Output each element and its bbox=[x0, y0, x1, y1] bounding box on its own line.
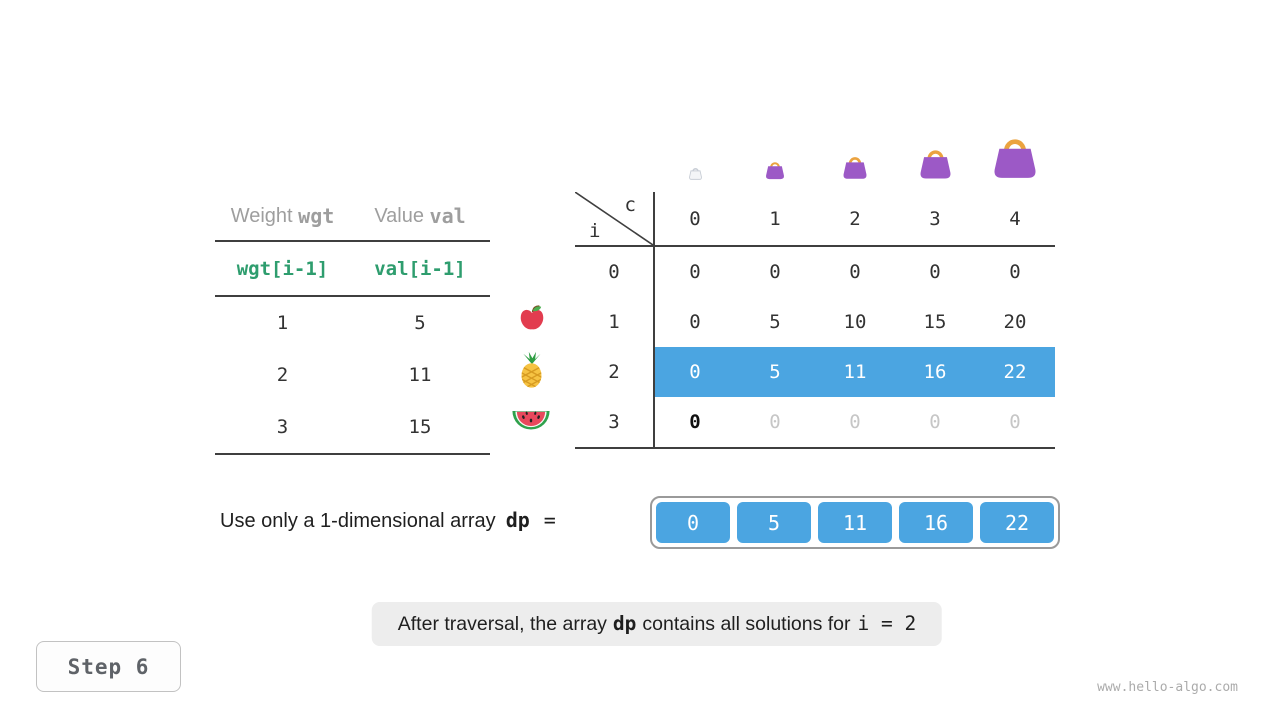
value-header: Value val bbox=[350, 192, 490, 240]
bag-empty-icon bbox=[655, 118, 735, 180]
item-row-2: 2 11 bbox=[215, 349, 490, 401]
watermark: www.hello-algo.com bbox=[1097, 680, 1238, 695]
dp-array-cell: 22 bbox=[980, 502, 1054, 543]
dp-cell: 10 bbox=[843, 311, 867, 333]
dp-array-cell: 5 bbox=[737, 502, 811, 543]
pineapple-icon bbox=[515, 351, 548, 394]
dp-row-0: 0 0 0 0 0 0 bbox=[575, 247, 1055, 297]
row-label: 1 bbox=[575, 297, 655, 347]
item-value: 11 bbox=[408, 364, 432, 386]
weight-header: Weight wgt bbox=[215, 192, 350, 240]
dp-code-label: dp bbox=[505, 508, 530, 532]
bag-size-3-icon bbox=[895, 118, 975, 180]
capacity-bags-row bbox=[655, 118, 1055, 180]
dp-cell: 0 bbox=[929, 261, 941, 283]
weight-value-header-row: Weight wgt Value val bbox=[215, 192, 490, 242]
item-row-1: 1 5 bbox=[215, 297, 490, 349]
dp-cell: 5 bbox=[769, 311, 781, 333]
dp-cell: 0 bbox=[689, 261, 701, 283]
dp-array-cell: 16 bbox=[899, 502, 973, 543]
dp-cell: 0 bbox=[1009, 411, 1021, 433]
dp-cell: 11 bbox=[843, 361, 867, 383]
value-label: Value bbox=[374, 204, 424, 227]
weight-value-table: Weight wgt Value val wgt[i-1] val[i-1] 1… bbox=[215, 192, 490, 455]
caption-text-1: After traversal, the array bbox=[397, 613, 607, 635]
bag-size-4-icon bbox=[975, 118, 1055, 180]
dp-cell: 0 bbox=[689, 411, 701, 433]
dp-cell: 0 bbox=[689, 311, 701, 333]
diagonal-divider bbox=[575, 192, 653, 245]
caption-i-code: i = 2 bbox=[857, 612, 917, 635]
corner-cell: c i bbox=[575, 192, 655, 245]
row-label: 2 bbox=[575, 347, 655, 397]
dp-array-label: Use only a 1-dimensional array dp = bbox=[220, 508, 556, 533]
wgt-formula: wgt[i-1] bbox=[236, 257, 329, 280]
col-header-0: 0 bbox=[689, 207, 701, 230]
dp-cell: 0 bbox=[849, 261, 861, 283]
col-header-4: 4 bbox=[1009, 207, 1021, 230]
equals-sign: = bbox=[543, 508, 556, 532]
weight-code-label: wgt bbox=[298, 204, 335, 228]
watermelon-icon bbox=[511, 408, 551, 438]
dp-row-2-highlighted: 2 0 5 11 16 22 bbox=[575, 347, 1055, 397]
dp-cell: 5 bbox=[769, 361, 781, 383]
item-value: 15 bbox=[408, 416, 432, 438]
caption-text-2: contains all solutions for bbox=[642, 613, 851, 635]
step-label: Step 6 bbox=[67, 654, 150, 679]
caption-banner: After traversal, the array dp contains all… bbox=[371, 602, 943, 646]
item-weight: 1 bbox=[276, 312, 289, 334]
weight-label: Weight bbox=[230, 204, 293, 227]
item-value: 5 bbox=[414, 312, 426, 334]
bag-size-1-icon bbox=[735, 118, 815, 180]
step-badge: Step 6 bbox=[36, 641, 181, 692]
row-axis-label: i bbox=[589, 220, 601, 242]
dp-cell: 0 bbox=[849, 411, 861, 433]
row-label: 3 bbox=[575, 397, 655, 447]
dp-cell: 0 bbox=[769, 411, 781, 433]
dp-array-cell: 0 bbox=[656, 502, 730, 543]
highlighted-row-band: 0 5 11 16 22 bbox=[655, 347, 1055, 397]
column-axis-label: c bbox=[624, 194, 636, 216]
formula-row: wgt[i-1] val[i-1] bbox=[215, 242, 490, 297]
col-header-1: 1 bbox=[769, 207, 781, 230]
dp-cell: 0 bbox=[769, 261, 781, 283]
dp-cell: 16 bbox=[923, 361, 947, 383]
bag-size-2-icon bbox=[815, 118, 895, 180]
dp-row-1: 1 0 5 10 15 20 bbox=[575, 297, 1055, 347]
dp-cell: 22 bbox=[1003, 361, 1027, 383]
dp-array-cell: 11 bbox=[818, 502, 892, 543]
dp-cell: 20 bbox=[1003, 311, 1027, 333]
dp-array-container: 0 5 11 16 22 bbox=[650, 496, 1060, 549]
item-weight: 2 bbox=[276, 364, 289, 386]
col-header-3: 3 bbox=[929, 207, 941, 230]
row-label: 0 bbox=[575, 247, 655, 297]
dp-array-label-text: Use only a 1-dimensional array bbox=[220, 510, 496, 532]
col-header-2: 2 bbox=[849, 207, 861, 230]
val-formula: val[i-1] bbox=[374, 257, 466, 280]
item-weight: 3 bbox=[276, 416, 289, 438]
value-code-label: val bbox=[429, 204, 466, 228]
apple-icon bbox=[517, 303, 547, 338]
dp-cell: 0 bbox=[929, 411, 941, 433]
dp-header-row: c i 0 1 2 3 4 bbox=[575, 192, 1055, 247]
dp-cell: 0 bbox=[1009, 261, 1021, 283]
dp-column-headers: 0 1 2 3 4 bbox=[655, 192, 1055, 245]
caption-dp-code: dp bbox=[612, 612, 637, 635]
item-row-3: 3 15 bbox=[215, 401, 490, 455]
dp-cell: 15 bbox=[923, 311, 947, 333]
dp-table: c i 0 1 2 3 4 0 0 0 0 0 0 1 0 bbox=[575, 192, 1055, 449]
dp-cell: 0 bbox=[689, 361, 701, 383]
dp-row-3: 3 0 0 0 0 0 bbox=[575, 397, 1055, 449]
